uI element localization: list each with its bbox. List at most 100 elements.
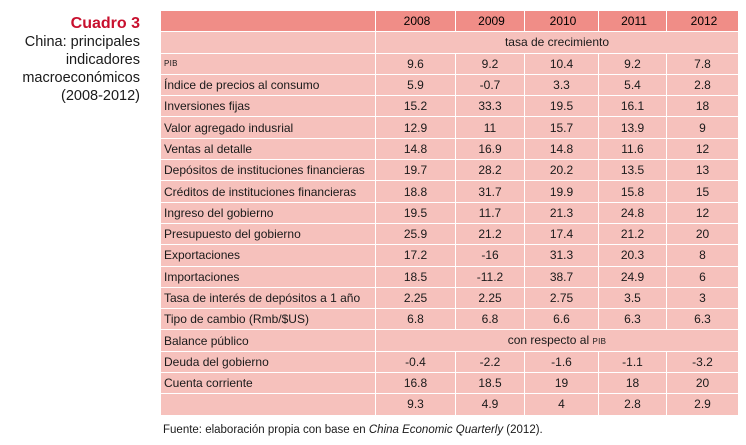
value-cell: 28.2	[455, 159, 525, 182]
table-row: Presupuesto del gobierno 25.9 21.2 17.4 21.2…	[160, 222, 739, 246]
value-cell: 19.5	[524, 95, 599, 118]
value-cell: 2.8	[598, 393, 667, 416]
value-cell: 6.6	[524, 308, 599, 331]
value-cell: -16	[455, 244, 525, 267]
value-cell: 6.3	[666, 308, 739, 331]
row-label: Tipo de cambio (Rmb/$US)	[160, 308, 376, 331]
value-cell: 31.7	[455, 180, 525, 203]
value-cell: 11	[455, 116, 525, 139]
value-cell: 2.75	[524, 286, 599, 310]
table-row: Ingreso del gobierno 19.5 11.7 21.3 24.8 12	[160, 201, 739, 224]
value-cell: 9	[666, 116, 739, 139]
value-cell: 18.5	[375, 265, 456, 288]
value-cell: 12	[666, 201, 739, 224]
table-row: Índice de precios al consumo 5.9 -0.7 3.3 5.…	[160, 73, 739, 97]
value-cell: 17.4	[524, 222, 599, 246]
value-cell: 6.8	[375, 308, 456, 331]
caption-title-line: (2008-2012)	[61, 88, 140, 104]
value-cell: 5.4	[598, 73, 667, 97]
value-cell: 6	[666, 265, 739, 288]
value-cell: 15.8	[598, 180, 667, 203]
table-row: Importaciones 18.5 -11.2 38.7 24.9 6	[160, 265, 739, 288]
value-cell: 12	[666, 137, 739, 161]
row-label: Presupuesto del gobierno	[160, 222, 376, 246]
row-label: Índice de precios al consumo	[160, 73, 376, 97]
year-header: 2011	[598, 9, 667, 33]
year-header: 2010	[524, 9, 599, 33]
value-cell: 6.8	[455, 308, 525, 331]
value-cell: -0.4	[375, 350, 456, 374]
value-cell: 10.4	[524, 52, 599, 75]
value-cell: 19	[524, 372, 599, 395]
value-cell: 21.2	[598, 222, 667, 246]
value-cell: 4.9	[455, 393, 525, 416]
value-cell: 13	[666, 159, 739, 182]
value-cell: -3.2	[666, 350, 739, 374]
table-row: Ventas al detalle 14.8 16.9 14.8 11.6 12	[160, 137, 739, 161]
value-cell: -1.6	[524, 350, 599, 374]
value-cell: 15.7	[524, 116, 599, 139]
row-label: Deuda del gobierno	[160, 350, 376, 374]
value-cell: 4	[524, 393, 599, 416]
value-cell: 2.9	[666, 393, 739, 416]
source-prefix: Fuente: elaboración propia con base en	[163, 424, 369, 436]
value-cell: 18	[666, 95, 739, 118]
year-header-row: 2008 2009 2010 2011 2012	[160, 9, 739, 33]
row-label: Créditos de instituciones financieras	[160, 180, 376, 203]
value-cell: 24.9	[598, 265, 667, 288]
year-header: 2009	[455, 9, 525, 33]
section-label-balance: Balance público	[160, 329, 376, 352]
table-caption: Cuadro 3 China: principales indicadores …	[0, 14, 140, 105]
section-header-growth: tasa de crecimiento	[375, 31, 739, 54]
table-row: Tasa de interés de depósitos a 1 año 2.25…	[160, 286, 739, 310]
value-cell: 13.5	[598, 159, 667, 182]
row-label: Inversiones fijas	[160, 95, 376, 118]
value-cell: 5.9	[375, 73, 456, 97]
value-cell: 16.1	[598, 95, 667, 118]
value-cell: 9.2	[598, 52, 667, 75]
table-row: Exportaciones 17.2 -16 31.3 20.3 8	[160, 244, 739, 267]
table-row: PIB 9.6 9.2 10.4 9.2 7.8	[160, 52, 739, 75]
value-cell: 16.9	[455, 137, 525, 161]
value-cell: 2.25	[455, 286, 525, 310]
year-header: 2008	[375, 9, 456, 33]
section-row-growth: tasa de crecimiento	[160, 31, 739, 54]
value-cell: 15.2	[375, 95, 456, 118]
value-cell: 3.5	[598, 286, 667, 310]
year-header: 2012	[666, 9, 739, 33]
row-label: Exportaciones	[160, 244, 376, 267]
value-cell: 33.3	[455, 95, 525, 118]
section-label-empty	[160, 31, 376, 54]
source-suffix: (2012).	[503, 424, 543, 436]
value-cell: 20	[666, 222, 739, 246]
value-cell: 3.3	[524, 73, 599, 97]
row-label: Valor agregado indusrial	[160, 116, 376, 139]
table-row: Créditos de instituciones financieras 18.…	[160, 180, 739, 203]
value-cell: 14.8	[375, 137, 456, 161]
value-cell: 9.3	[375, 393, 456, 416]
row-label: Ingreso del gobierno	[160, 201, 376, 224]
table-row: Depósitos de instituciones financieras 19…	[160, 159, 739, 182]
value-cell: -11.2	[455, 265, 525, 288]
caption-title-line: macroeconómicos	[22, 70, 140, 86]
header-corner-cell	[160, 9, 376, 33]
value-cell: -0.7	[455, 73, 525, 97]
table-row: Cuenta corriente 16.8 18.5 19 18 20	[160, 372, 739, 395]
caption-title-line: China: principales	[24, 34, 140, 50]
value-cell: 3	[666, 286, 739, 310]
value-cell: 9.6	[375, 52, 456, 75]
value-cell: 2.8	[666, 73, 739, 97]
value-cell: 11.6	[598, 137, 667, 161]
value-cell: 8	[666, 244, 739, 267]
source-note: Fuente: elaboración propia con base en C…	[163, 424, 543, 436]
value-cell: 20.2	[524, 159, 599, 182]
value-cell: 24.8	[598, 201, 667, 224]
caption-number: Cuadro 3	[70, 15, 140, 32]
value-cell: 18.5	[455, 372, 525, 395]
value-cell: 6.3	[598, 308, 667, 331]
value-cell: 21.2	[455, 222, 525, 246]
value-cell: 21.3	[524, 201, 599, 224]
value-cell: 18	[598, 372, 667, 395]
value-cell: 2.25	[375, 286, 456, 310]
table-row: Inversiones fijas 15.2 33.3 19.5 16.1 18	[160, 95, 739, 118]
